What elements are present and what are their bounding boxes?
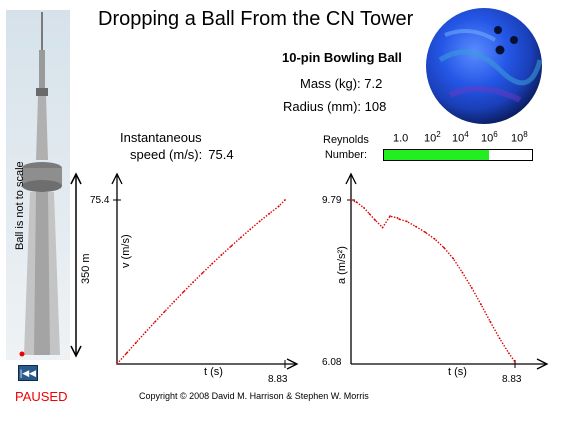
velocity-data-point — [230, 245, 233, 248]
page-title: Dropping a Ball From the CN Tower — [98, 8, 414, 30]
ball-name: 10-pin Bowling Ball — [282, 50, 402, 65]
reynolds-label-line2: Number: — [324, 149, 368, 161]
velocity-data-point — [239, 236, 242, 239]
rewind-button[interactable]: |◀◀ — [18, 365, 38, 381]
velocity-x-label: t (s) — [204, 366, 223, 378]
mass-label: Mass (kg): — [300, 76, 361, 91]
acceleration-y-tick-bottom: 6.08 — [322, 357, 342, 368]
acceleration-data-point — [424, 231, 427, 234]
speed-readout: speed (m/s): 75.4 — [130, 147, 234, 162]
velocity-data-point — [277, 205, 280, 208]
acceleration-series-line — [350, 199, 516, 363]
velocity-data-point — [268, 212, 271, 215]
acceleration-y-label: a (m/s²) — [336, 246, 348, 284]
acceleration-data-point — [433, 238, 436, 240]
velocity-x-tick: 8.83 — [268, 374, 288, 385]
acceleration-data-point — [508, 352, 510, 355]
reynolds-tick: 1.0 — [393, 132, 409, 145]
acceleration-data-point — [350, 199, 352, 201]
reynolds-tick: 102 — [424, 130, 441, 145]
acceleration-data-point — [461, 271, 464, 274]
reynolds-label-line1: Reynolds — [323, 134, 369, 146]
velocity-data-point — [249, 228, 252, 231]
velocity-data-point — [201, 272, 204, 274]
velocity-data-point — [192, 281, 195, 284]
speed-value: 75.4 — [208, 147, 234, 162]
velocity-data-point — [173, 300, 176, 303]
velocity-data-point — [116, 363, 118, 365]
velocity-data-point — [163, 310, 166, 313]
status-text: PAUSED — [15, 389, 68, 404]
velocity-data-point — [135, 341, 137, 344]
radius-label: Radius (mm): — [283, 99, 362, 114]
acceleration-data-point — [374, 219, 376, 222]
acceleration-x-label: t (s) — [448, 366, 467, 378]
acceleration-data-point — [381, 226, 384, 229]
acceleration-x-tick: 8.83 — [502, 374, 522, 385]
acceleration-data-point — [405, 220, 408, 223]
radius-value: 108 — [364, 99, 387, 114]
velocity-data-point — [154, 320, 157, 323]
velocity-data-point — [258, 220, 261, 223]
velocity-y-label: v (m/s) — [120, 234, 132, 268]
rewind-icon: |◀◀ — [19, 368, 37, 378]
velocity-y-arrow — [111, 172, 123, 185]
velocity-data-point — [220, 253, 223, 256]
acceleration-data-point — [398, 218, 401, 221]
reynolds-tick: 108 — [511, 130, 528, 145]
acceleration-data-point — [514, 361, 516, 363]
acceleration-data-point — [452, 257, 455, 260]
acceleration-y-arrow — [345, 172, 357, 185]
velocity-series-line — [116, 199, 286, 365]
acceleration-data-point — [415, 225, 417, 228]
acceleration-x-arrow — [536, 358, 549, 370]
velocity-y-tick: 75.4 — [90, 195, 110, 206]
speed-label: Instantaneous — [120, 130, 202, 145]
mass-value: 7.2 — [364, 76, 383, 91]
radius-row: Radius (mm): 108 — [283, 99, 386, 114]
velocity-data-point — [182, 290, 185, 293]
mass-row: Mass (kg): 7.2 — [300, 76, 382, 91]
velocity-x-arrow — [286, 358, 299, 370]
acceleration-data-point — [480, 303, 482, 306]
acceleration-data-point — [489, 320, 492, 323]
reynolds-bar — [383, 149, 533, 161]
acceleration-data-point — [443, 246, 445, 249]
velocity-data-point — [125, 352, 128, 355]
velocity-data-point — [284, 199, 286, 201]
acceleration-y-tick-top: 9.79 — [322, 195, 342, 206]
acceleration-data-point — [470, 286, 473, 289]
reynolds-fill — [384, 150, 490, 160]
acceleration-data-point — [355, 201, 358, 204]
reynolds-label: Reynolds Number: — [323, 133, 369, 163]
acceleration-data-point — [368, 213, 371, 215]
velocity-data-point — [144, 331, 147, 334]
reynolds-tick: 106 — [481, 130, 498, 145]
copyright: Copyright © 2008 David M. Harrison & Ste… — [139, 391, 369, 401]
acceleration-data-point — [396, 217, 399, 219]
acceleration-data-point — [389, 215, 391, 218]
reynolds-tick: 104 — [452, 130, 469, 145]
speed-label-2: speed (m/s): — [130, 147, 203, 162]
velocity-data-point — [211, 262, 214, 265]
acceleration-data-point — [363, 207, 365, 209]
acceleration-data-point — [498, 337, 501, 340]
